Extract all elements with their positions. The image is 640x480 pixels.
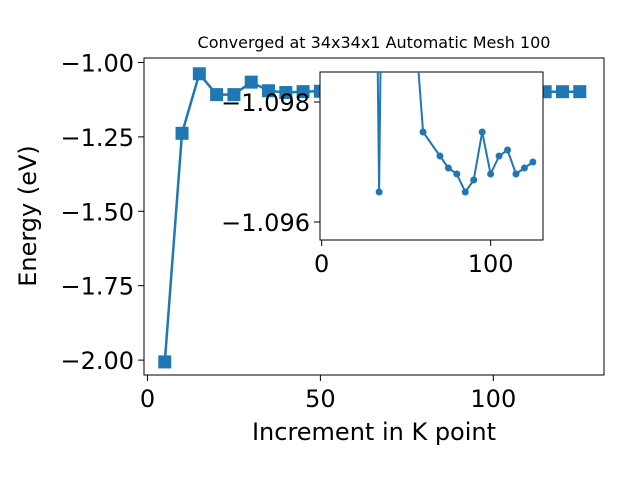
inset-data-point <box>478 128 486 136</box>
inset-x-tick-label: 0 <box>314 250 329 278</box>
main-y-tick-label: −2.00 <box>60 347 134 375</box>
inset-x-tick-label: 100 <box>468 250 514 278</box>
inset-data-point <box>520 164 528 172</box>
main-x-axis: 0 50 100 <box>140 375 516 413</box>
inset-data-point <box>512 170 520 178</box>
main-y-axis: −2.00 −1.75 −1.50 −1.25 −1.00 <box>60 49 144 375</box>
inset-series-group <box>375 72 537 196</box>
main-y-tick-label: −1.50 <box>60 198 134 226</box>
inset-data-point <box>470 176 478 184</box>
main-data-point <box>227 88 241 102</box>
inset-data-point <box>453 170 461 178</box>
main-data-point <box>573 85 587 99</box>
inset-plot-area <box>319 71 544 241</box>
inset-data-point <box>495 152 503 160</box>
inset-data-point <box>375 188 383 196</box>
main-data-point <box>279 86 293 100</box>
main-data-point <box>210 88 224 102</box>
inset-data-point <box>487 170 495 178</box>
inset-data-point <box>444 164 452 172</box>
main-y-tick-label: −1.25 <box>60 124 134 152</box>
main-data-point <box>262 84 276 98</box>
main-data-point <box>244 75 258 89</box>
main-data-point <box>192 67 206 81</box>
inset-x-axis: 0 100 <box>314 240 514 278</box>
main-data-point <box>555 85 569 99</box>
inset-data-point <box>529 158 537 166</box>
main-data-point <box>158 355 172 369</box>
main-x-tick-label: 0 <box>140 385 155 413</box>
main-data-point <box>296 85 310 99</box>
main-y-axis-label: Energy (eV) <box>14 145 42 287</box>
main-y-tick-label: −1.75 <box>60 273 134 301</box>
main-x-tick-label: 100 <box>470 385 516 413</box>
main-chart-title: Converged at 34x34x1 Automatic Mesh 100 <box>198 33 551 52</box>
inset-y-tick-label: −1.096 <box>221 209 310 237</box>
main-x-tick-label: 50 <box>305 385 336 413</box>
inset-data-point <box>436 152 444 160</box>
inset-y-axis: −1.098 −1.096 <box>221 89 320 237</box>
inset-data-point <box>461 188 469 196</box>
main-y-tick-label: −1.00 <box>60 49 134 77</box>
inset-series-markers <box>375 128 537 196</box>
main-x-axis-label: Increment in K point <box>252 418 496 446</box>
main-data-point <box>175 126 189 140</box>
inset-plot: 0 100 −1.098 −1.096 <box>221 71 544 278</box>
inset-y-tick-label: −1.098 <box>221 89 310 117</box>
inset-data-point <box>419 128 427 136</box>
inset-data-point <box>504 146 512 154</box>
